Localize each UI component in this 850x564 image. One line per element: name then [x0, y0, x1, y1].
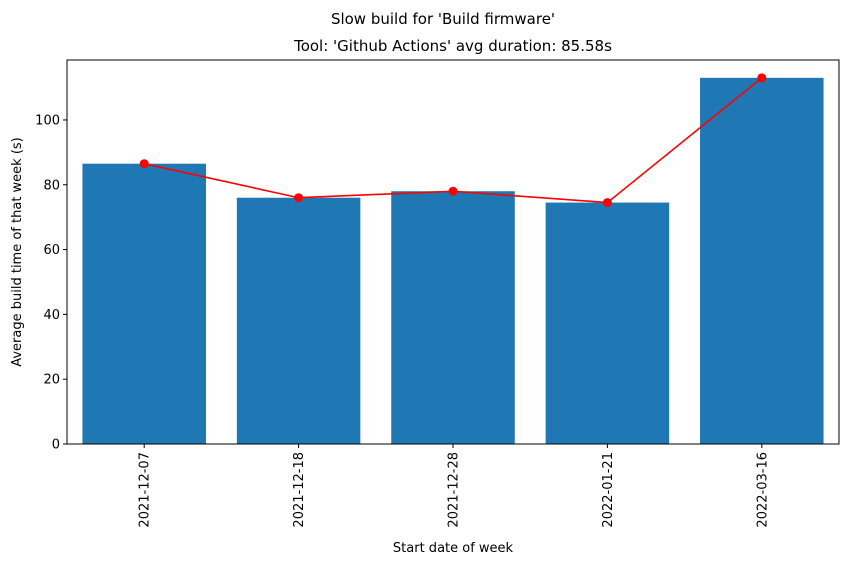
y-tick-label: 20 [43, 373, 60, 388]
y-tick-label: 60 [43, 243, 60, 258]
trend-point-2021-12-07 [139, 159, 149, 169]
bar-2021-12-07 [82, 163, 206, 444]
chart-title: Tool: 'Github Actions' avg duration: 85.… [293, 37, 612, 55]
y-axis-label: Average build time of that week (s) [10, 137, 25, 367]
bar-2022-03-16 [700, 77, 824, 444]
x-tick-label: 2022-03-16 [755, 452, 770, 528]
trend-point-2021-12-28 [448, 186, 458, 196]
y-axis: 0 20 40 60 80 100 [35, 113, 67, 453]
trend-point-2022-01-21 [602, 198, 612, 208]
trend-point-2022-03-16 [757, 73, 767, 83]
y-tick-label: 0 [52, 438, 60, 453]
chart-suptitle: Slow build for 'Build firmware' [331, 10, 555, 28]
bar-2021-12-28 [391, 191, 515, 444]
x-axis: 2021-12-07 2021-12-18 2021-12-28 2022-01-21… [138, 444, 770, 528]
x-tick-label: 2021-12-28 [447, 452, 462, 528]
trend-line [144, 77, 763, 204]
y-tick-label: 100 [35, 113, 60, 128]
y-tick-label: 80 [43, 178, 60, 193]
x-tick-label: 2021-12-07 [138, 452, 153, 528]
x-tick-label: 2021-12-18 [292, 452, 307, 528]
bar-2022-01-21 [545, 202, 670, 444]
trend-point-2021-12-18 [294, 193, 304, 203]
bar-2021-12-18 [236, 197, 361, 444]
x-axis-label: Start date of week [393, 541, 514, 556]
bars-group [82, 77, 824, 444]
x-tick-label: 2022-01-21 [601, 452, 616, 528]
y-tick-label: 40 [43, 308, 60, 323]
trend-line-group [139, 73, 767, 208]
